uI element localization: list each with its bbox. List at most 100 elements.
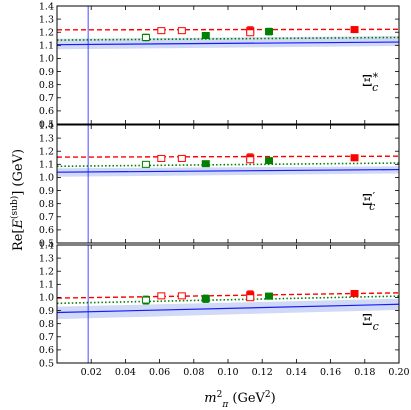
y-tick-label: 0.6 (39, 225, 54, 236)
x-axis-title: m2π (GeV2) (204, 390, 275, 410)
x-tick-label: 0.20 (388, 367, 409, 378)
green-data-point-marker (201, 32, 210, 39)
y-tick-label: 1.3 (39, 133, 54, 144)
y-axis-title: Re[E(sub)] (GeV) (9, 149, 26, 251)
red-dashed-fit (57, 28, 399, 31)
green-data-point-marker (265, 292, 274, 300)
x-tick-label: 0.10 (217, 367, 238, 378)
blue-fit-line (57, 303, 399, 314)
y-tick-label: 1.3 (39, 14, 54, 25)
green-data-point-marker (141, 33, 150, 41)
y-tick-label: 1.3 (39, 253, 54, 264)
red-data-point-marker (157, 27, 166, 35)
panel-plot-area (57, 6, 399, 124)
x-tick-label: 0.18 (354, 367, 375, 378)
red-data-point-marker (177, 27, 186, 35)
red-data-point (157, 154, 166, 162)
y-tick-label: 1.4 (39, 240, 54, 251)
y-tick-label: 0.9 (39, 186, 54, 197)
y-tick-label: 0.5 (39, 238, 54, 249)
y-tick-label: 0.7 (39, 93, 54, 104)
y-tick-label: 0.9 (39, 67, 54, 78)
red-data-point-marker (246, 294, 255, 302)
red-data-point (177, 154, 186, 162)
red-data-point-marker (177, 154, 186, 162)
y-tick-label: 1.4 (39, 1, 54, 12)
red-data-point-marker (177, 292, 186, 300)
red-data-point (157, 292, 166, 300)
red-data-point-marker (246, 156, 255, 164)
y-tick-label: 0.8 (39, 199, 54, 210)
y-tick-label: 1.0 (39, 54, 54, 65)
red-data-point (157, 27, 166, 35)
x-tick-label: 0.06 (149, 367, 170, 378)
green-dotted-fit (57, 162, 399, 168)
red-data-point-marker (157, 154, 166, 162)
red-data-point (350, 26, 359, 34)
x-tick-label: 0.04 (115, 367, 136, 378)
x-tick-label: 0.12 (252, 367, 273, 378)
green-data-point-marker (265, 157, 274, 165)
blue-fit-line (57, 168, 399, 173)
x-tick-label: 0.16 (320, 367, 341, 378)
red-data-point-marker (350, 26, 359, 34)
red-dashed-fit (57, 292, 399, 299)
green-data-point-marker (141, 296, 150, 304)
y-tick-label: 0.7 (39, 212, 54, 223)
green-data-point (141, 295, 150, 305)
blue-error-band (57, 166, 399, 177)
y-tick-label: 1.1 (39, 160, 54, 171)
green-data-point (201, 32, 210, 39)
green-data-point (265, 292, 274, 300)
x-tick-label: 0.08 (183, 367, 204, 378)
green-data-point-marker (265, 28, 274, 36)
red-data-point-marker (157, 292, 166, 300)
y-tick-label: 1.2 (39, 147, 54, 158)
panel-label: Ξc (362, 311, 379, 333)
green-data-point-marker (141, 160, 150, 168)
green-data-point-marker (201, 160, 210, 168)
green-data-point (141, 160, 150, 168)
red-data-point (246, 156, 255, 164)
y-tick-label: 1.1 (39, 41, 54, 52)
green-data-point-marker (201, 295, 210, 303)
green-dotted-fit (57, 295, 399, 305)
panel-frame (56, 5, 400, 125)
x-tick-labels: 0.02 0.04 0.06 0.08 0.10 0.12 0.14 0.16 0.18 0.20 (81, 367, 410, 378)
panel-plot-area (57, 125, 399, 243)
green-data-point (265, 157, 274, 165)
y-tick-label: 0.9 (39, 306, 54, 317)
y-tick-label: 0.8 (39, 319, 54, 330)
green-dotted-fit (57, 36, 399, 41)
y-tick-label: 1.4 (39, 120, 54, 131)
red-data-point (246, 29, 255, 37)
panel-2: 0.5 0.6 0.7 0.8 0.9 1.0 1.1 1.2 1.3 1.4 Ξ′ c (39, 120, 400, 249)
x-tick-label: 0.02 (81, 367, 102, 378)
y-tick-label: 0.5 (39, 119, 54, 130)
y-tick-label: 0.5 (39, 358, 54, 369)
red-data-point-marker (350, 154, 359, 162)
red-data-point (246, 294, 255, 302)
green-data-point (141, 33, 150, 42)
y-tick-label: 1.0 (39, 293, 54, 304)
blue-fit-line (57, 41, 399, 46)
y-tick-label: 0.6 (39, 106, 54, 117)
red-data-point (350, 290, 359, 298)
panel-1: 0.5 0.6 0.7 0.8 0.9 1.0 1.1 1.2 1.3 1.4 Ξ* c (39, 1, 400, 130)
y-tick-label: 1.2 (39, 28, 54, 39)
red-data-point (350, 154, 359, 162)
panels-layer: 0.50.60.70.80.91.01.11.21.31.4Ξ* c0.50.60… (39, 1, 400, 369)
y-tick-label: 1.2 (39, 267, 54, 278)
green-data-point (265, 27, 274, 36)
green-data-point (201, 160, 210, 168)
panel-plot-area (57, 245, 399, 363)
red-data-point-marker (246, 29, 255, 37)
red-data-point-marker (350, 290, 359, 298)
red-dashed-fit (57, 155, 399, 158)
y-tick-label: 1.0 (39, 173, 54, 184)
y-tick-label: 0.6 (39, 345, 54, 356)
red-data-point (177, 292, 186, 300)
y-tick-label: 0.8 (39, 80, 54, 91)
panel-label: Ξ* c (362, 71, 379, 94)
